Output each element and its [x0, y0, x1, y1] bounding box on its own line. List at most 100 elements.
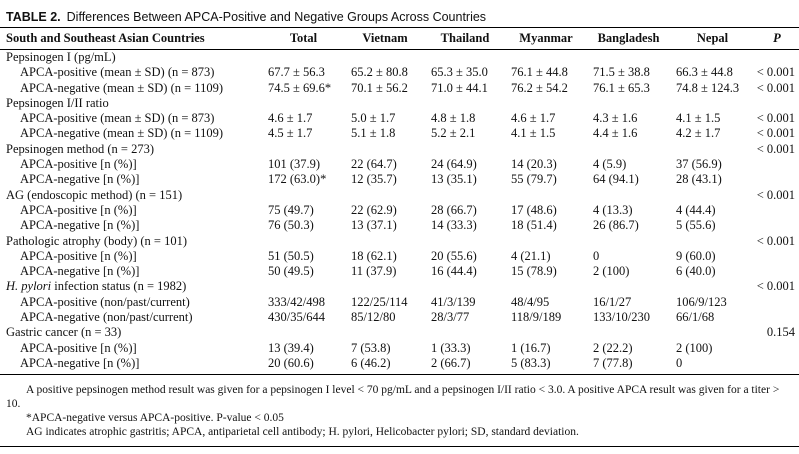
p-value-text: < 0.001: [756, 65, 795, 80]
cell: 4.1 ± 1.5: [676, 111, 721, 126]
cell: 26 (86.7): [593, 218, 639, 233]
p-value: [755, 157, 799, 172]
cell: 5 (83.3): [511, 355, 551, 370]
cell: 2 (22.2): [593, 340, 633, 355]
cell: 74.5 ± 69.6*: [268, 80, 332, 95]
data-row: APCA-negative (mean ± SD) (n = 1109) 4.5 …: [0, 126, 799, 141]
section-row: Pathologic atrophy (body) (n = 101) < 0.0…: [0, 234, 799, 249]
p-value-text: < 0.001: [756, 111, 795, 126]
data-row: APCA-positive [n (%)] 51 (50.5) 18 (62.1) 2…: [0, 249, 799, 264]
cell: 333/42/498: [268, 294, 325, 309]
section-label-text: Pepsinogen I/II ratio: [6, 95, 109, 110]
p-value: [755, 341, 799, 356]
section-label: Pepsinogen method (n = 273): [0, 142, 755, 157]
cell: 2 (100): [676, 340, 713, 355]
row-label: APCA-negative [n (%)]: [20, 218, 140, 233]
cell: 4.1 ± 1.5: [511, 126, 556, 141]
cell: 71.0 ± 44.1: [431, 80, 488, 95]
cell: 430/35/644: [268, 310, 325, 325]
data-row: APCA-negative (non/past/current) 430/35/6…: [0, 310, 799, 325]
header-row: South and Southeast Asian Countries Total…: [0, 28, 799, 50]
column-header: Nepal: [670, 28, 755, 50]
cell: 55 (79.7): [511, 172, 557, 187]
cell: 15 (78.9): [511, 264, 557, 279]
p-value: < 0.001: [755, 279, 799, 294]
row-label: APCA-negative [n (%)]: [20, 355, 140, 370]
cell: 122/25/114: [351, 294, 408, 309]
cell: 4 (21.1): [511, 248, 551, 263]
p-value-text: < 0.001: [756, 187, 795, 202]
row-label: APCA-positive [n (%)]: [20, 248, 137, 263]
p-value: [755, 356, 799, 374]
row-label: APCA-negative [n (%)]: [20, 172, 140, 187]
cell: 2 (100): [593, 264, 630, 279]
cell: 4.6 ± 1.7: [511, 111, 556, 126]
p-value: < 0.001: [755, 111, 799, 126]
p-value: 0.154: [755, 325, 799, 340]
cell: 66.3 ± 44.8: [676, 65, 733, 80]
cell: 51 (50.5): [268, 248, 314, 263]
section-row: Pepsinogen method (n = 273) < 0.001: [0, 142, 799, 157]
cell: 37 (56.9): [676, 157, 722, 172]
bottom-rule: [0, 446, 799, 447]
p-value: [755, 218, 799, 233]
cell: 5.1 ± 1.8: [351, 126, 396, 141]
section-label: AG (endoscopic method) (n = 151): [0, 188, 755, 203]
cell: 13 (35.1): [431, 172, 477, 187]
cell: 106/9/123: [676, 294, 727, 309]
section-row: AG (endoscopic method) (n = 151) < 0.001: [0, 188, 799, 203]
cell: 101 (37.9): [268, 157, 321, 172]
cell: 4 (44.4): [676, 202, 716, 217]
column-header: P: [755, 28, 799, 50]
data-row: APCA-positive (mean ± SD) (n = 873) 67.7 …: [0, 65, 799, 80]
cell: 41/3/139: [431, 294, 476, 309]
p-value: [755, 264, 799, 279]
section-label: Pathologic atrophy (body) (n = 101): [0, 234, 755, 249]
cell: 48/4/95: [511, 294, 550, 309]
cell: 13 (37.1): [351, 218, 397, 233]
p-value: < 0.001: [755, 142, 799, 157]
row-label: APCA-positive (mean ± SD) (n = 873): [20, 65, 215, 80]
section-row: Gastric cancer (n = 33) 0.154: [0, 325, 799, 340]
data-row: APCA-positive [n (%)] 13 (39.4) 7 (53.8) 1 …: [0, 341, 799, 356]
cell: 7 (77.8): [593, 355, 633, 370]
section-label-text: AG (endoscopic method) (n = 151): [6, 187, 183, 202]
p-value: [755, 310, 799, 325]
column-header: South and Southeast Asian Countries: [0, 28, 262, 50]
p-value-text: < 0.001: [756, 126, 795, 141]
cell: 133/10/230: [593, 310, 650, 325]
section-label-text: Pepsinogen I (pg/mL): [6, 50, 116, 64]
cell: 64 (94.1): [593, 172, 639, 187]
section-label: Pepsinogen I/II ratio: [0, 96, 755, 111]
column-header: Total: [262, 28, 345, 50]
data-row: APCA-negative [n (%)] 76 (50.3) 13 (37.1) 1…: [0, 218, 799, 233]
cell: 6 (46.2): [351, 355, 391, 370]
section-label: H. pylori infection status (n = 1982): [0, 279, 755, 294]
p-value: < 0.001: [755, 234, 799, 249]
cell: 22 (64.7): [351, 157, 397, 172]
data-row: APCA-positive [n (%)] 75 (49.7) 22 (62.9) 2…: [0, 203, 799, 218]
cell: 0: [676, 355, 683, 370]
cell: 5.2 ± 2.1: [431, 126, 476, 141]
cell: 4.5 ± 1.7: [268, 126, 313, 141]
cell: 20 (55.6): [431, 248, 477, 263]
row-label: APCA-negative [n (%)]: [20, 264, 140, 279]
row-label: APCA-positive [n (%)]: [20, 340, 137, 355]
cell: 74.8 ± 124.3: [676, 80, 740, 95]
data-row: APCA-positive (non/past/current) 333/42/4…: [0, 295, 799, 310]
section-label: Pepsinogen I (pg/mL): [0, 50, 755, 66]
cell: 75 (49.7): [268, 202, 314, 217]
data-row: APCA-positive (mean ± SD) (n = 873) 4.6 ±…: [0, 111, 799, 126]
row-label: APCA-positive [n (%)]: [20, 157, 137, 172]
cell: 18 (51.4): [511, 218, 557, 233]
p-value: [755, 295, 799, 310]
row-label: APCA-negative (mean ± SD) (n = 1109): [20, 126, 223, 141]
cell: 4 (5.9): [593, 157, 627, 172]
cell: 28 (43.1): [676, 172, 722, 187]
column-header: Thailand: [425, 28, 505, 50]
cell: 71.5 ± 38.8: [593, 65, 650, 80]
section-label-text: Gastric cancer (n = 33): [6, 325, 122, 340]
cell: 22 (62.9): [351, 202, 397, 217]
cell: 4.2 ± 1.7: [676, 126, 721, 141]
cell: 172 (63.0)*: [268, 172, 327, 187]
